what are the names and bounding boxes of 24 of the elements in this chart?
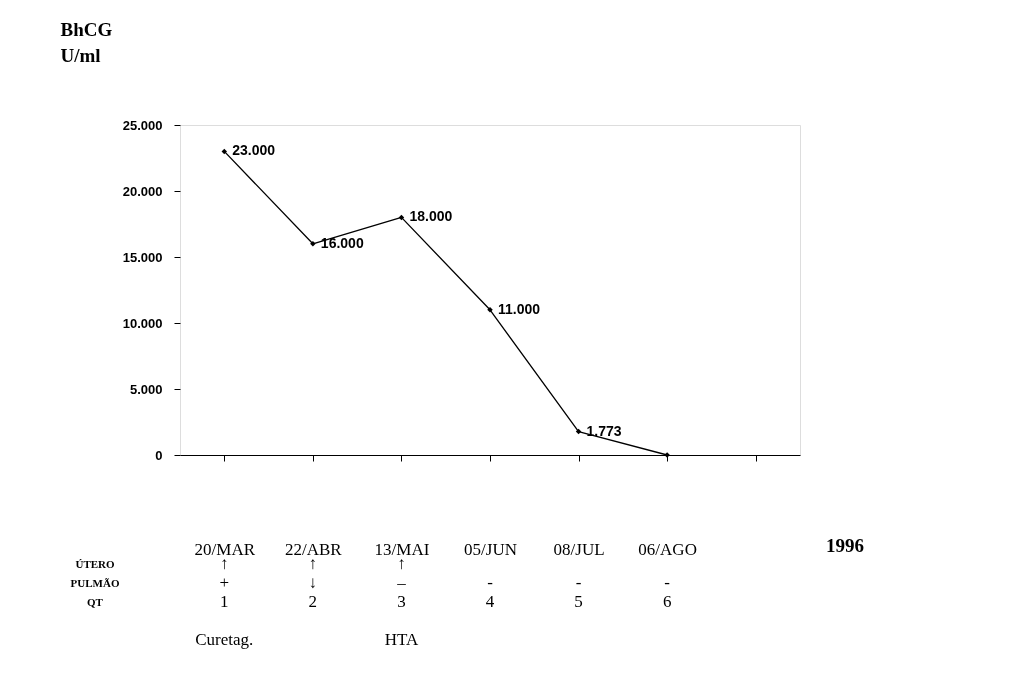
category-label: 08/JUL - 5 [553,539,605,611]
y-tick-label: 0 [155,447,163,463]
category-label: 13/MAI ↑ – 3 HTA [374,539,430,649]
text: ÚTERO [75,558,115,570]
y-axis-title: BhCG U/ml [60,18,113,66]
data-label: 18.000 [409,208,453,225]
y-tick-label: 5.000 [129,381,163,397]
text: 1996 [826,535,864,556]
data-label: 23.000 [232,142,276,159]
y-tick-label: 15.000 [122,249,163,265]
point [310,241,316,247]
category-label: 20/MAR ↑ + 1 Curetag. [194,539,256,649]
text: PULMÃO [70,577,120,589]
y-tick-label: 25.000 [122,117,163,133]
category-label: 05/JUN - 4 [464,539,517,611]
category-label: 22/ABR ↑ ↓ 2 [285,539,342,611]
text: QT [87,596,104,608]
data-label: 1.773 [586,422,622,439]
data-label: 16.000 [320,234,364,251]
category-label: 06/AGO - 6 [638,539,697,611]
point [221,148,228,155]
y-tick-label: 20.000 [122,183,163,199]
data-label: 11.000 [498,300,541,317]
y-tick-label: 10.000 [122,315,163,331]
